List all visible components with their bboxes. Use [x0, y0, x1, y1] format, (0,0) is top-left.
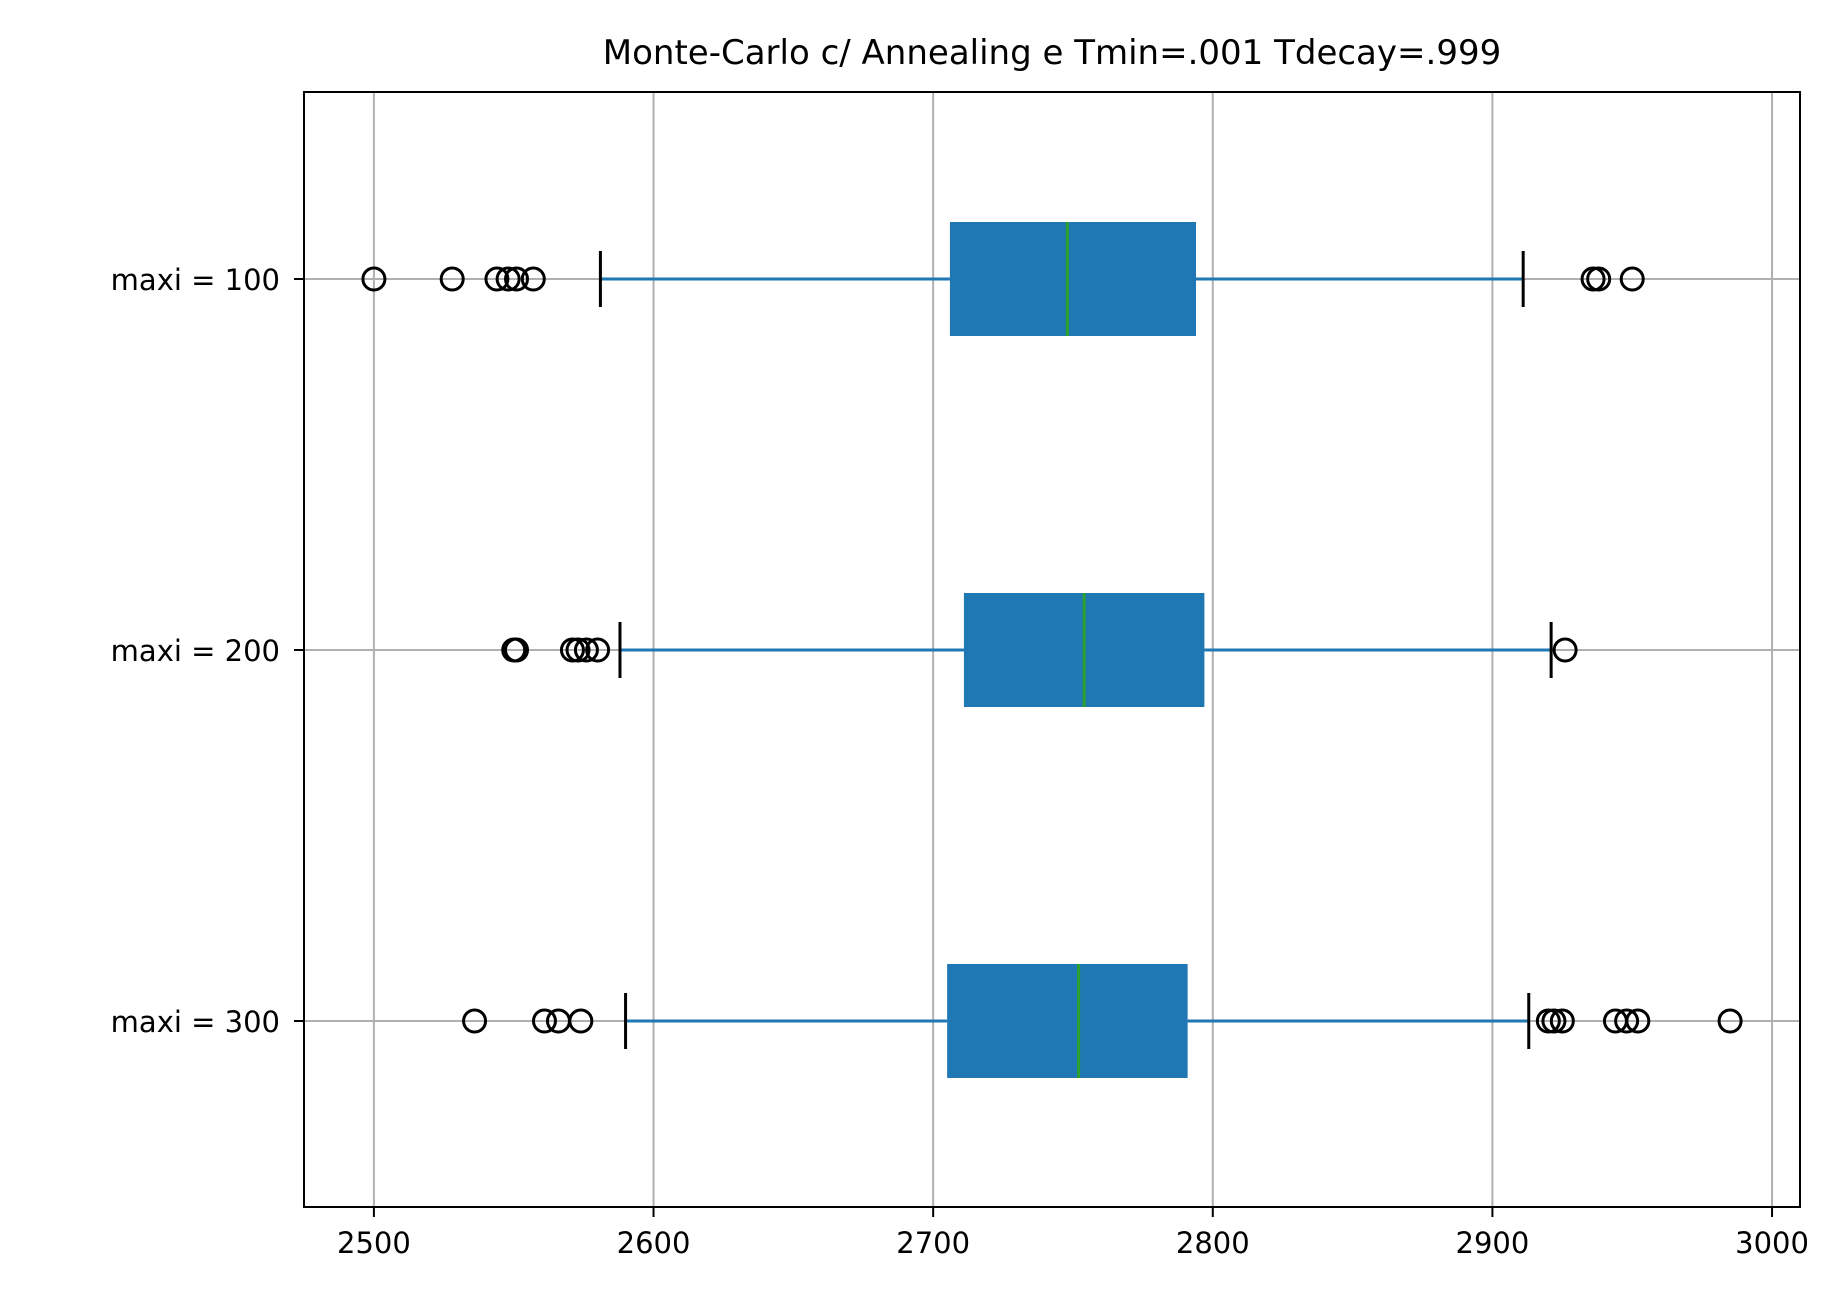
x-tick-label: 2500: [337, 1226, 411, 1260]
box-layer: [361, 222, 1743, 1078]
y-tick-label: maxi = 200: [111, 634, 280, 668]
x-tick-label: 2700: [896, 1226, 970, 1260]
y-tick-label: maxi = 300: [111, 1005, 280, 1039]
chart-title: Monte-Carlo c/ Annealing e Tmin=.001 Tde…: [603, 33, 1501, 73]
flier-point: [1541, 1008, 1567, 1034]
flier-point: [462, 1008, 488, 1034]
flier-point: [585, 637, 611, 663]
flier-point: [1552, 637, 1578, 663]
flier-point: [1586, 266, 1612, 292]
flier-point: [1625, 1008, 1651, 1034]
flier-point: [504, 637, 530, 663]
flier-point: [1717, 1008, 1743, 1034]
x-tick-label: 2800: [1176, 1226, 1250, 1260]
plot-frame: [303, 91, 1801, 1208]
flier-point: [531, 1008, 557, 1034]
box-iqr: [949, 222, 1197, 336]
x-tick-label: 2900: [1456, 1226, 1530, 1260]
box-group: [361, 222, 1645, 336]
x-tick-label: 2600: [617, 1226, 691, 1260]
x-tick-label: 3000: [1735, 1226, 1809, 1260]
axis-layer: 2500 2600 2700 2800 2900 3000 maxi = 100 maxi =…: [111, 263, 1809, 1260]
y-tick-label: maxi = 100: [111, 263, 280, 297]
flier-point: [1614, 1008, 1640, 1034]
flier-point: [495, 266, 521, 292]
flier-point: [504, 266, 530, 292]
flier-point: [573, 637, 599, 663]
box-iqr: [947, 964, 1188, 1078]
flier-point: [1549, 1008, 1575, 1034]
box-group: [501, 593, 1578, 707]
flier-point: [520, 266, 546, 292]
flier-point: [568, 1008, 594, 1034]
flier-point: [565, 637, 591, 663]
flier-point: [361, 266, 387, 292]
flier-point: [439, 266, 465, 292]
box-group: [462, 964, 1743, 1078]
flier-point: [484, 266, 510, 292]
flier-point: [1619, 266, 1645, 292]
